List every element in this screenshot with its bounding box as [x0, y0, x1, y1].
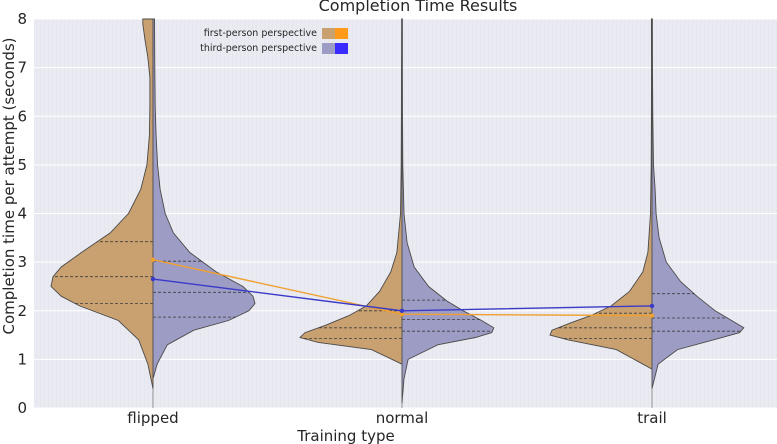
chart-title: Completion Time Results	[319, 0, 518, 15]
x-axis: flipped normal trail	[127, 409, 667, 427]
y-tick-label: 0	[17, 399, 27, 417]
mean-point-third-person-flipped	[150, 276, 156, 282]
mean-point-first-person-trail	[649, 313, 655, 318]
mean-point-first-person-normal	[399, 312, 405, 317]
mean-point-third-person-normal	[399, 308, 405, 313]
violin-first-person-flipped	[50, 18, 154, 389]
y-tick-label: 7	[17, 59, 27, 77]
y-tick-label: 1	[17, 350, 27, 368]
y-axis: 0 1 2 3 4 5 6 7 8	[17, 10, 27, 417]
legend-swatch-third-person-right	[335, 43, 348, 54]
x-axis-label: Training type	[296, 427, 394, 444]
y-tick-label: 3	[17, 253, 27, 271]
violin-third-person-trail	[651, 18, 745, 389]
y-tick-label: 5	[17, 156, 27, 174]
mean-point-first-person-flipped	[150, 257, 156, 262]
legend-swatch-third-person-left	[322, 43, 335, 54]
x-tick-label-normal: normal	[376, 409, 429, 427]
violins	[50, 18, 745, 408]
violin-third-person-normal	[401, 18, 495, 404]
x-tick-label-trail: trail	[637, 409, 667, 427]
legend: first-person perspective third-person pe…	[200, 28, 348, 54]
y-axis-label: Completion time per attempt (seconds)	[0, 37, 18, 334]
y-tick-label: 6	[17, 107, 27, 125]
y-tick-label: 4	[17, 205, 27, 223]
legend-label-third-person: third-person perspective	[200, 43, 317, 54]
legend-swatch-first-person-left	[322, 28, 335, 39]
legend-swatch-first-person-right	[335, 28, 348, 39]
y-tick-label: 8	[17, 10, 27, 28]
legend-label-first-person: first-person perspective	[204, 28, 317, 39]
y-tick-label: 2	[17, 302, 27, 320]
mean-lines	[150, 257, 655, 318]
x-tick-label-flipped: flipped	[127, 409, 178, 427]
mean-point-third-person-trail	[649, 303, 655, 309]
violin-first-person-trail	[549, 18, 653, 370]
